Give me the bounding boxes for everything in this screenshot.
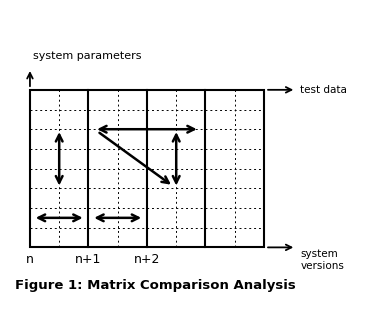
Text: n+1: n+1 bbox=[75, 253, 102, 266]
Text: system
versions: system versions bbox=[300, 249, 344, 271]
Text: system parameters: system parameters bbox=[33, 52, 141, 62]
Text: Figure 1: Matrix Comparison Analysis: Figure 1: Matrix Comparison Analysis bbox=[15, 279, 296, 292]
Text: n: n bbox=[26, 253, 34, 266]
Text: test data: test data bbox=[300, 85, 347, 95]
Text: n+2: n+2 bbox=[134, 253, 160, 266]
Bar bbox=[30, 90, 264, 248]
